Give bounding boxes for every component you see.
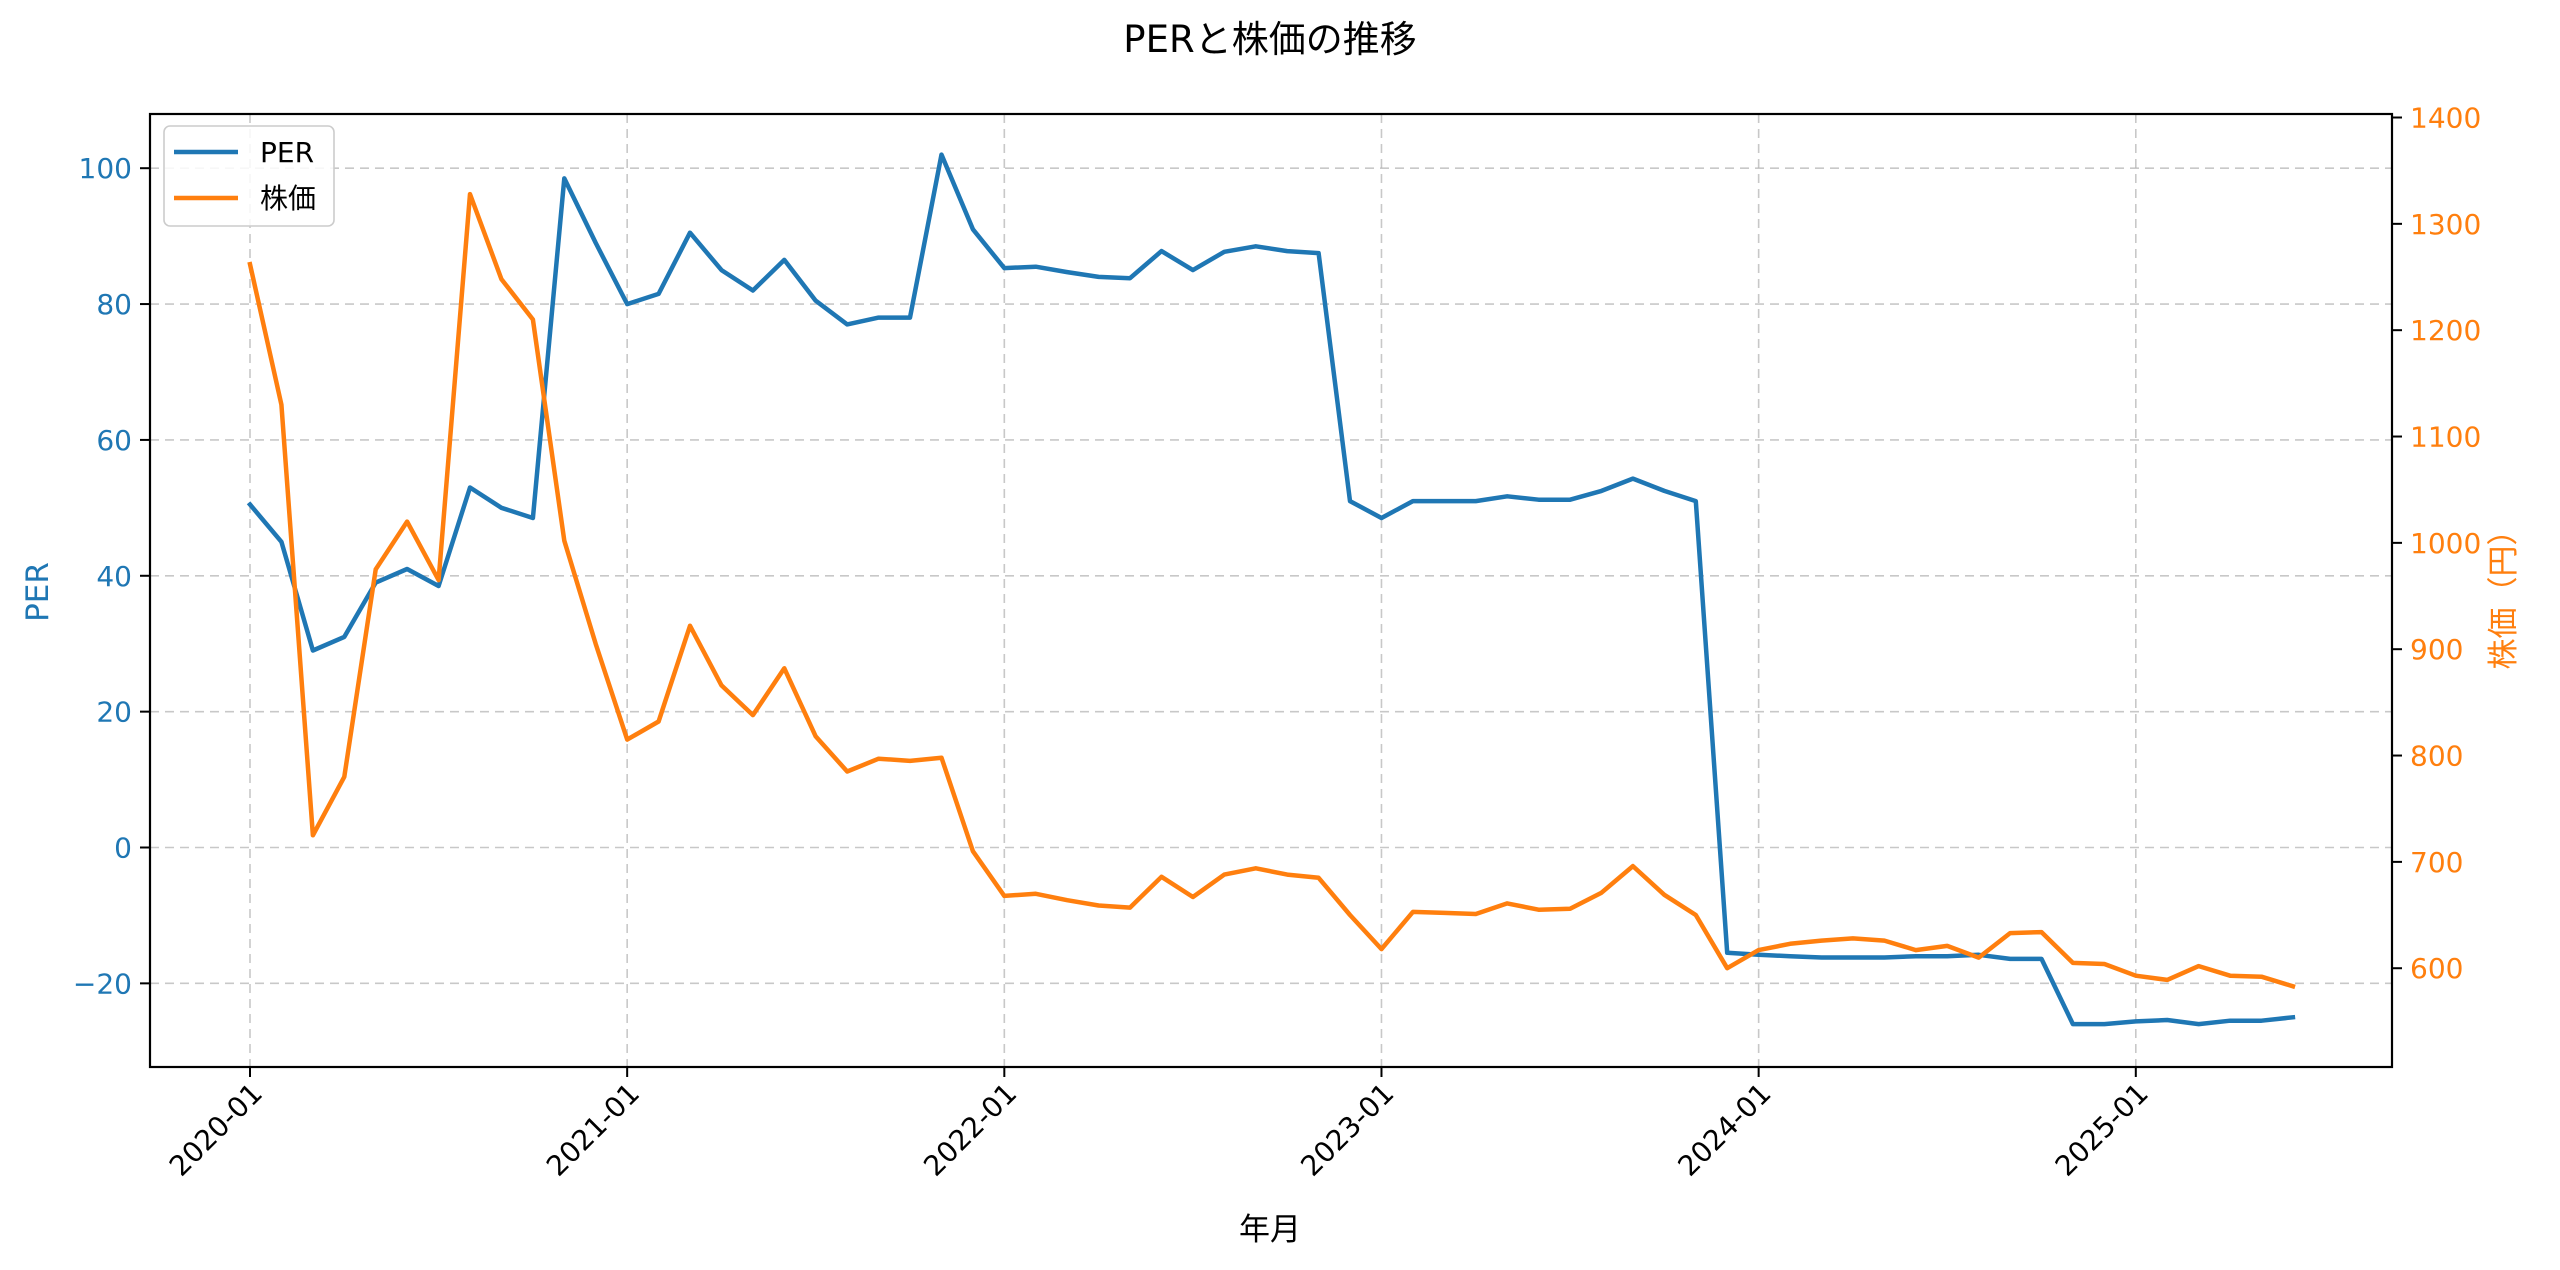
- legend-label-per: PER: [260, 136, 314, 169]
- y-axis-left-label: PER: [20, 562, 56, 622]
- y-tick-label-right: 1000: [2410, 527, 2481, 560]
- y-tick-label-right: 800: [2410, 740, 2463, 773]
- y-tick-label-right: 1200: [2410, 314, 2481, 347]
- y-tick-label-left: −20: [73, 967, 132, 1000]
- y-tick-label-right: 1400: [2410, 102, 2481, 135]
- x-axis-label: 年月: [1239, 1212, 1301, 1248]
- x-tick-label: 2024-01: [1672, 1077, 1778, 1183]
- y-tick-label-right: 900: [2410, 633, 2463, 666]
- y-tick-label-right: 1300: [2410, 208, 2481, 241]
- per-line: [246, 152, 2296, 1027]
- y-tick-label-left: 40: [96, 560, 132, 593]
- y-axis-right-label: 株価（円）: [2486, 515, 2522, 670]
- y-tick-label-right: 600: [2410, 952, 2463, 985]
- x-axis: 2020-01 2021-01 2022-01 2023-01 2024-01 2025-…: [163, 1067, 2155, 1183]
- y-axis-right: 600 700 800 900 1000 1100 1200 1300 1400: [2392, 102, 2481, 985]
- y-tick-label-left: 80: [96, 288, 132, 321]
- x-tick-label: 2021-01: [540, 1077, 646, 1183]
- y-tick-label-right: 700: [2410, 846, 2463, 879]
- x-tick-label: 2023-01: [1294, 1077, 1400, 1183]
- x-tick-label: 2022-01: [917, 1077, 1023, 1183]
- y-tick-label-left: 20: [96, 696, 132, 729]
- y-axis-left: −20 0 20 40 60 80 100: [73, 152, 150, 1000]
- y-tick-label-left: 0: [114, 832, 132, 865]
- x-tick-label: 2025-01: [2049, 1077, 2155, 1183]
- grid-lines: [150, 114, 2392, 1067]
- series-lines: [246, 152, 2296, 1027]
- y-tick-label-left: 100: [79, 152, 132, 185]
- x-tick-label: 2020-01: [163, 1077, 269, 1183]
- y-tick-label-right: 1100: [2410, 421, 2481, 454]
- legend-label-price: 株価: [260, 182, 316, 215]
- plot-area-frame: [148, 112, 2394, 1069]
- price-line: [247, 191, 2296, 990]
- legend: PER 株価: [163, 125, 335, 227]
- y-tick-label-left: 60: [96, 424, 132, 457]
- chart-title: PERと株価の推移: [1123, 18, 1416, 61]
